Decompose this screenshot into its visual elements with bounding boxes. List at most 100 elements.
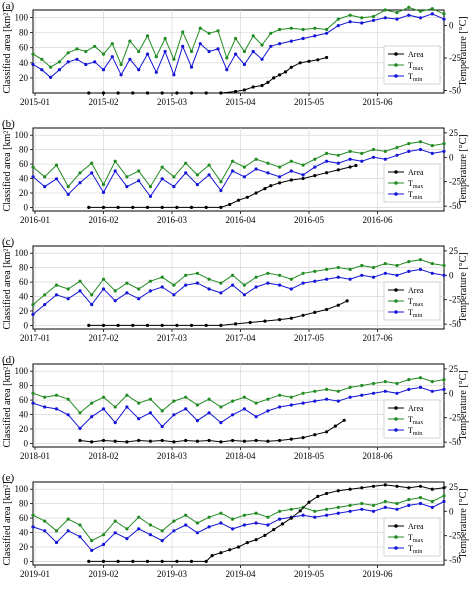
x-tick-label: 2016-05 bbox=[294, 215, 324, 225]
area-point bbox=[263, 319, 267, 323]
tmax-point bbox=[242, 283, 246, 287]
tmin-point bbox=[78, 426, 82, 430]
tmax-point bbox=[242, 395, 246, 399]
y-right-tick-label: 0 bbox=[449, 152, 454, 162]
tmin-point bbox=[266, 409, 270, 413]
tmax-point bbox=[234, 36, 238, 41]
tmax-point bbox=[360, 151, 364, 155]
tmin-point bbox=[66, 60, 70, 64]
tmax-point bbox=[383, 262, 387, 266]
tmin-point bbox=[148, 533, 152, 537]
tmax-point bbox=[78, 411, 82, 415]
tmin-point bbox=[407, 269, 411, 273]
y-left-tick-label: 40 bbox=[19, 410, 29, 420]
y-right-tick-label: 25 bbox=[449, 246, 459, 256]
y-left-tick-label: 40 bbox=[19, 58, 29, 68]
area-point bbox=[131, 205, 135, 209]
tmin-point bbox=[418, 147, 423, 152]
tmin-point bbox=[110, 55, 114, 59]
y-left-tick-label: 0 bbox=[24, 438, 29, 448]
legend-marker bbox=[394, 535, 398, 539]
right-axis-title: Temperature [°C] bbox=[458, 134, 469, 204]
panel-4: (d) 2018-01 2018-02 2018-03 2018-04 2018-05 20… bbox=[2, 354, 469, 461]
y-left-tick-label: 80 bbox=[19, 499, 29, 509]
area-point bbox=[137, 438, 141, 443]
area-point bbox=[263, 533, 267, 538]
area-point bbox=[145, 91, 150, 95]
area-point bbox=[430, 487, 434, 491]
area-point bbox=[336, 489, 340, 493]
tmin-point bbox=[242, 523, 246, 527]
y-left-tick-label: 100 bbox=[15, 484, 29, 494]
tmax-point bbox=[113, 289, 117, 293]
area-point bbox=[301, 313, 305, 317]
area-point bbox=[418, 484, 423, 488]
tmin-point bbox=[395, 391, 399, 395]
area-point bbox=[289, 516, 293, 520]
tmax-point bbox=[231, 399, 235, 403]
y-right-tick-label: -50 bbox=[449, 555, 461, 565]
tmax-point bbox=[348, 149, 352, 153]
x-tick-label: 2019-05 bbox=[294, 569, 324, 579]
tmax-point bbox=[231, 517, 235, 521]
legend-label: Tmax bbox=[408, 533, 423, 544]
tmin-point bbox=[269, 44, 273, 48]
tmin-point bbox=[207, 525, 211, 529]
tmin-point bbox=[78, 289, 82, 293]
area-point bbox=[289, 437, 293, 441]
tmax-point bbox=[145, 34, 150, 38]
y-left-tick-label: 20 bbox=[19, 188, 29, 198]
tmax-point bbox=[371, 14, 376, 19]
tmin-point bbox=[43, 529, 47, 533]
tmin-point bbox=[371, 18, 376, 22]
tmin-point bbox=[160, 539, 164, 543]
area-point bbox=[234, 322, 238, 326]
tmax-point bbox=[160, 165, 164, 169]
tmin-point bbox=[383, 157, 387, 161]
area-point bbox=[298, 509, 302, 513]
tmin-point bbox=[54, 407, 59, 411]
tmax-point bbox=[184, 161, 188, 165]
tmin-point bbox=[43, 303, 47, 307]
tmin-point bbox=[430, 389, 434, 393]
tmax-point bbox=[336, 265, 340, 270]
area-point bbox=[242, 439, 246, 443]
left-axis-title: Classified area [km²] bbox=[2, 481, 13, 565]
y-right-tick-label: -50 bbox=[449, 201, 461, 211]
tmax-point bbox=[360, 16, 364, 20]
tmin-point bbox=[442, 273, 446, 277]
y-left-tick-label: 80 bbox=[19, 28, 29, 38]
area-point bbox=[87, 323, 91, 327]
area-point bbox=[101, 438, 106, 443]
tmin-line bbox=[32, 148, 445, 198]
tmin-point bbox=[289, 287, 293, 291]
y-right-tick-label: -25 bbox=[449, 413, 461, 423]
tmin-line bbox=[32, 268, 445, 315]
tmin-point bbox=[57, 68, 62, 72]
tmin-point bbox=[154, 70, 158, 74]
x-tick-label: 2019-03 bbox=[157, 569, 187, 579]
tmax-point bbox=[216, 29, 220, 33]
tmin-point bbox=[119, 73, 123, 77]
plot-frame bbox=[32, 245, 445, 330]
y-left-tick-label: 80 bbox=[19, 263, 29, 273]
area-point bbox=[245, 195, 249, 199]
panel-label: (b) bbox=[2, 118, 15, 130]
area-point bbox=[160, 438, 164, 443]
tmin-point bbox=[172, 413, 176, 417]
y-left-tick-label: 0 bbox=[24, 320, 29, 330]
area-point bbox=[219, 323, 223, 327]
tmax-point bbox=[184, 513, 188, 517]
tmin-point bbox=[148, 411, 152, 415]
tmax-point bbox=[195, 173, 199, 177]
tmax-point bbox=[207, 31, 211, 35]
tmin-point bbox=[231, 413, 235, 417]
tmax-point bbox=[219, 180, 223, 184]
x-tick-label: 2018-05 bbox=[294, 451, 324, 461]
y-right-tick-label: -25 bbox=[449, 531, 461, 541]
legend-label: Tmax bbox=[408, 297, 423, 308]
y-right-tick-label: -25 bbox=[449, 295, 461, 305]
tmin-point bbox=[301, 401, 305, 405]
tmax-point bbox=[198, 26, 202, 30]
